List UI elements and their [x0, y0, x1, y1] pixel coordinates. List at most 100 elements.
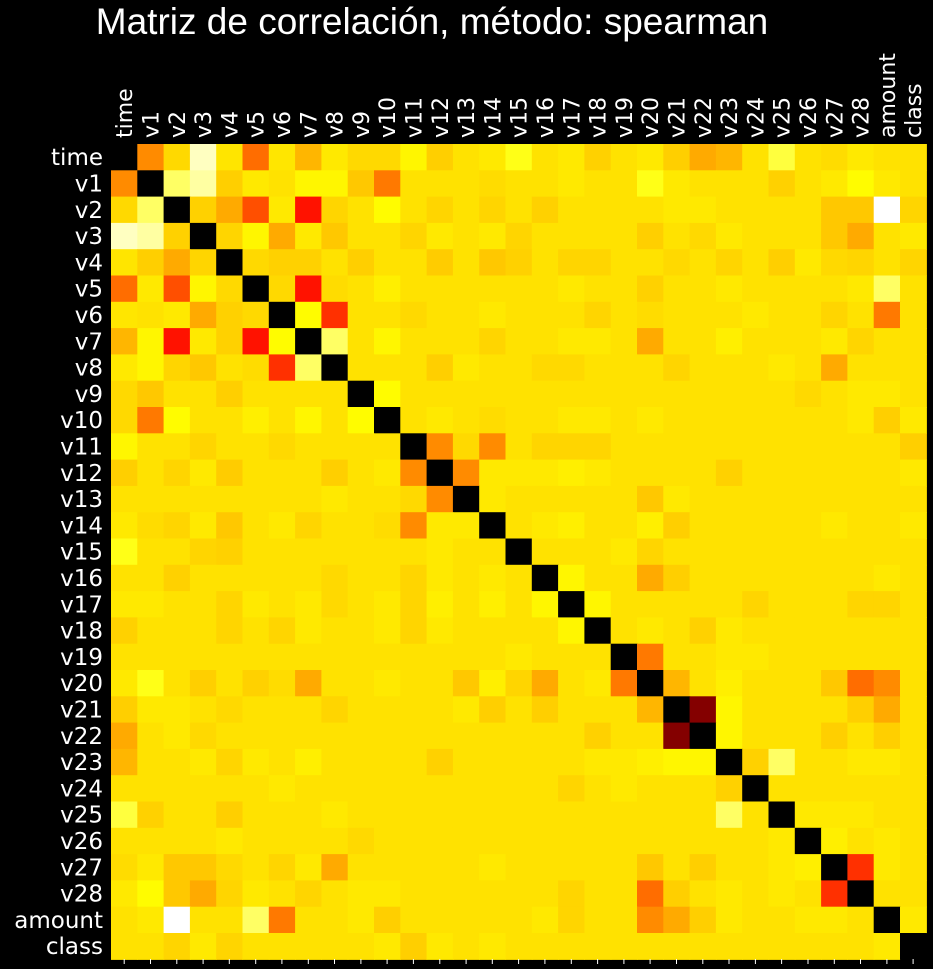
heatmap-cell-class-v8: [321, 933, 349, 960]
y-tick-label-v25: v25: [60, 803, 103, 829]
x-tick-label-v27: v27: [823, 97, 848, 138]
heatmap-cell-v8-v15: [505, 354, 533, 382]
heatmap-cell-v27-time: [111, 854, 138, 881]
heatmap-cell-v20-v27: [821, 670, 848, 697]
heatmap-cell-v19-class: [900, 643, 927, 671]
heatmap-cell-v1-v8: [321, 170, 349, 198]
heatmap-cell-v17-v27: [821, 591, 848, 618]
heatmap-cell-v10-v13: [452, 407, 480, 434]
heatmap-cell-v5-v25: [768, 275, 796, 303]
heatmap-cell-v26-v1: [137, 827, 165, 855]
heatmap-cell-v13-v4: [216, 485, 244, 513]
heatmap-cell-v13-v16: [531, 485, 559, 513]
heatmap-cell-time-v1: [137, 144, 165, 171]
heatmap-cell-v28-v23: [715, 880, 743, 908]
heatmap-cell-v13-v22: [689, 485, 717, 513]
y-tick-labels: timev1v2v3v4v5v6v7v8v9v10v11v12v13v14v15…: [14, 145, 103, 960]
heatmap-cell-v7-v9: [347, 328, 375, 355]
heatmap-cell-v25-v21: [663, 801, 691, 829]
chart-title: Matriz de correlación, método: spearman: [96, 1, 768, 42]
x-tick-labels: time v1 v2 v3 v4 v5 v6 v7 v8 v9 v10 v11 v12 v13 v14 v15…: [113, 53, 927, 964]
y-tick-label-v23: v23: [60, 750, 103, 776]
heatmap-cell-v7-v8: [321, 328, 349, 355]
heatmap-cell-v17-v24: [742, 591, 770, 618]
heatmap-cell-amount-v16: [531, 906, 559, 934]
x-tick-label-v7: v7: [297, 111, 322, 138]
heatmap-cell-v6-v13: [452, 301, 480, 329]
heatmap-cell-v15-v15: [505, 538, 533, 566]
heatmap-cell-v23-v20: [637, 748, 664, 776]
heatmap-cell-time-class: [900, 144, 927, 171]
heatmap-cell-v5-v27: [821, 275, 848, 303]
heatmap-cell-v10-v18: [584, 407, 612, 434]
heatmap-cell-v24-class: [900, 775, 927, 803]
y-tick-label-v10: v10: [60, 408, 103, 434]
heatmap-cell-v10-class: [900, 407, 927, 434]
x-tick-label-v21: v21: [666, 97, 691, 138]
y-tick-label-v9: v9: [75, 382, 103, 408]
heatmap-cell-v24-v13: [452, 775, 480, 803]
heatmap-cell-v14-v8: [321, 512, 349, 540]
heatmap-cell-v8-v21: [663, 354, 691, 382]
heatmap-cell-v6-v2: [163, 301, 191, 329]
heatmap-cell-v22-time: [111, 722, 138, 750]
heatmap-cell-v8-v22: [689, 354, 717, 382]
heatmap-cell-v4-class: [900, 249, 927, 277]
heatmap-cell-v2-v20: [637, 196, 664, 224]
heatmap-cell-v23-v15: [505, 748, 533, 776]
heatmap-cell-v7-time: [111, 328, 138, 355]
heatmap-cell-v16-v26: [794, 564, 822, 592]
heatmap-cell-v1-v17: [558, 170, 585, 198]
y-tick-label-v4: v4: [75, 250, 103, 276]
heatmap-cell-v20-v12: [426, 670, 454, 697]
heatmap-cell-v22-v12: [426, 722, 454, 750]
heatmap-cell-v22-v15: [505, 722, 533, 750]
heatmap-cell-v17-v21: [663, 591, 691, 618]
heatmap-cell-v23-v19: [610, 748, 638, 776]
heatmap-cell-v19-v11: [400, 643, 428, 671]
heatmap-cell-amount-class: [900, 906, 927, 934]
heatmap-cell-v5-v15: [505, 275, 533, 303]
heatmap-cell-v28-v17: [558, 880, 585, 908]
heatmap-cell-v23-v25: [768, 748, 796, 776]
heatmap-cell-v28-v13: [452, 880, 480, 908]
heatmap-cell-v18-v2: [163, 617, 191, 645]
heatmap-cell-v3-v22: [689, 222, 717, 250]
heatmap-cell-v27-v17: [558, 854, 585, 881]
heatmap-cell-v12-v23: [715, 459, 743, 487]
heatmap-cell-v13-v19: [610, 485, 638, 513]
heatmap-cell-v11-v17: [558, 433, 585, 461]
heatmap-cell-v28-time: [111, 880, 138, 908]
heatmap-cell-v20-v1: [137, 670, 165, 697]
heatmap-cell-v14-v16: [531, 512, 559, 540]
heatmap-cell-v7-class: [900, 328, 927, 355]
heatmap-cell-v18-v23: [715, 617, 743, 645]
heatmap-cell-v23-v28: [847, 748, 875, 776]
heatmap-cell-v11-v4: [216, 433, 244, 461]
heatmap-cell-v13-v11: [400, 485, 428, 513]
heatmap-cell-v3-v3: [189, 222, 217, 250]
heatmap-cell-v24-v20: [637, 775, 664, 803]
heatmap-cell-v16-v16: [531, 564, 559, 592]
heatmap-cell-time-v20: [637, 144, 664, 171]
heatmap-cell-v10-v5: [242, 407, 270, 434]
heatmap-cell-v10-v8: [321, 407, 349, 434]
heatmap-cell-v16-v21: [663, 564, 691, 592]
heatmap-cell-v15-v10: [374, 538, 401, 566]
heatmap-cell-v15-v11: [400, 538, 428, 566]
heatmap-cell-v4-v13: [452, 249, 480, 277]
heatmap-cell-v15-v24: [742, 538, 770, 566]
heatmap-cell-time-v10: [374, 144, 401, 171]
heatmap-cell-v18-time: [111, 617, 138, 645]
y-tick-label-time: time: [51, 145, 103, 171]
heatmap-cell-v6-v26: [794, 301, 822, 329]
heatmap-cell-class-v24: [742, 933, 770, 960]
heatmap-cell-class-v14: [479, 933, 507, 960]
heatmap-cell-v4-v12: [426, 249, 454, 277]
heatmap-cell-time-v3: [189, 144, 217, 171]
heatmap-cell-v16-v1: [137, 564, 165, 592]
heatmap-cell-v27-v19: [610, 854, 638, 881]
heatmap-cell-v25-v23: [715, 801, 743, 829]
heatmap-cell-class-v19: [610, 933, 638, 960]
heatmap-cell-v9-v19: [610, 380, 638, 408]
